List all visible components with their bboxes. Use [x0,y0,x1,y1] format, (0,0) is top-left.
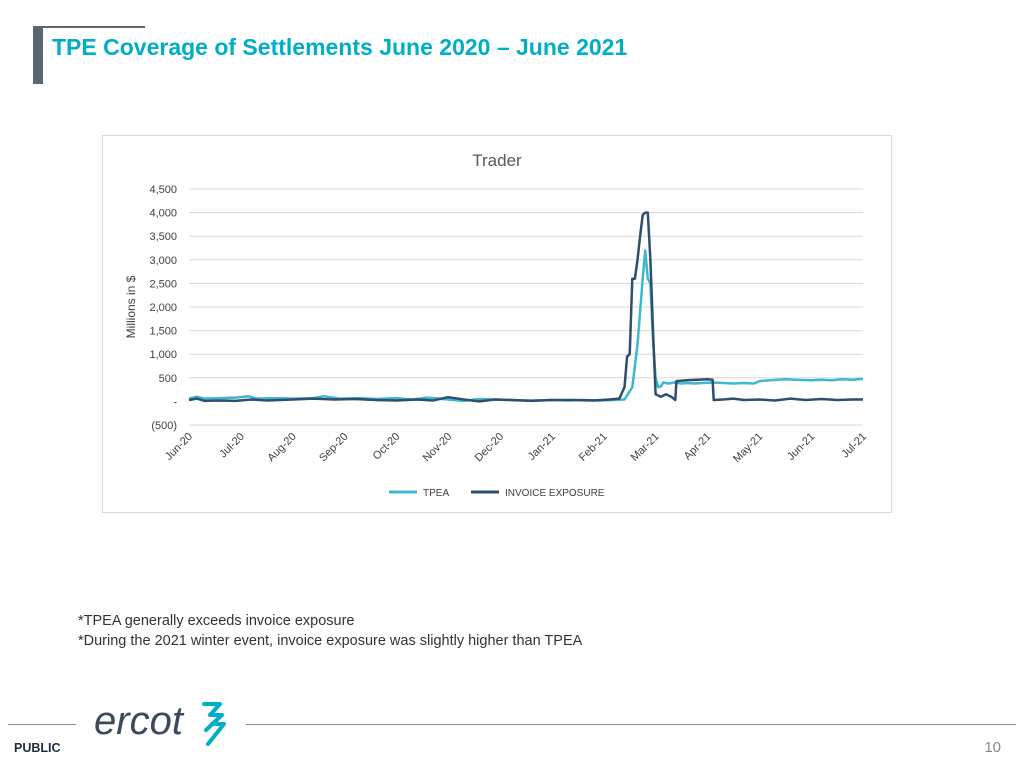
notes: *TPEA generally exceeds invoice exposure… [78,611,582,651]
y-tick-label: (500) [151,420,177,432]
ercot-logo: ercot [92,698,232,753]
x-tick-label: Feb-21 [577,431,610,464]
public-label: PUBLIC [14,741,61,755]
line-chart: Trader 4,500 4,000 3,500 3,000 2,500 2,000 1,50… [124,151,869,499]
y-tick-label: - [173,396,177,408]
footer-divider-right [246,724,1016,725]
y-tick-label: 1,500 [149,326,177,338]
page-title: TPE Coverage of Settlements June 2020 – … [52,34,628,60]
y-tick-label: 3,500 [149,231,177,243]
x-tick-label: Jun-20 [163,431,195,463]
y-tick-label: 1,000 [149,349,177,361]
x-tick-label: May-21 [731,431,765,465]
series-line-tpea [188,249,864,403]
y-tick-label: 4,500 [149,184,177,196]
logo-wordmark: ercot [94,699,185,743]
x-tick-label: Jan-21 [526,431,558,463]
footer-divider-left [8,724,76,725]
legend-label-tpea: TPEA [423,488,449,499]
y-tick-label: 2,000 [149,302,177,314]
y-axis-label: Millions in $ [124,275,138,338]
x-tick-label: Sep-20 [317,431,351,465]
x-tick-label: Mar-21 [629,431,662,464]
x-tick-label: Dec-20 [473,431,507,465]
note-2: *During the 2021 winter event, invoice e… [78,633,583,649]
x-tick-label: Jun-21 [785,431,817,463]
x-tick-label: Apr-21 [682,431,714,463]
chart-frame: Trader 4,500 4,000 3,500 3,000 2,500 2,000 1,50… [102,135,892,513]
y-tick-label: 3,000 [149,255,177,267]
title-accent-bar [33,26,43,84]
series-line-invoice-exposure [188,211,863,403]
x-tick-label: Aug-20 [265,431,299,465]
legend-label-invoice-exposure: INVOICE EXPOSURE [505,488,605,499]
x-tick-label: Jul-21 [839,431,869,461]
y-tick-label: 500 [159,373,177,385]
logo-bolt-icon [202,702,226,746]
y-tick-label: 4,000 [149,208,177,220]
note-1: *TPEA generally exceeds invoice exposure [78,613,355,629]
x-tick-label: Oct-20 [371,431,403,463]
ercot-logo-graphic: ercot [94,699,226,746]
page-number: 10 [984,739,1001,756]
x-tick-label: Nov-20 [421,431,455,465]
chart-title: Trader [472,151,522,170]
y-tick-label: 2,500 [149,278,177,290]
title-accent-line [37,26,145,28]
x-tick-label: Jul-20 [217,431,247,461]
